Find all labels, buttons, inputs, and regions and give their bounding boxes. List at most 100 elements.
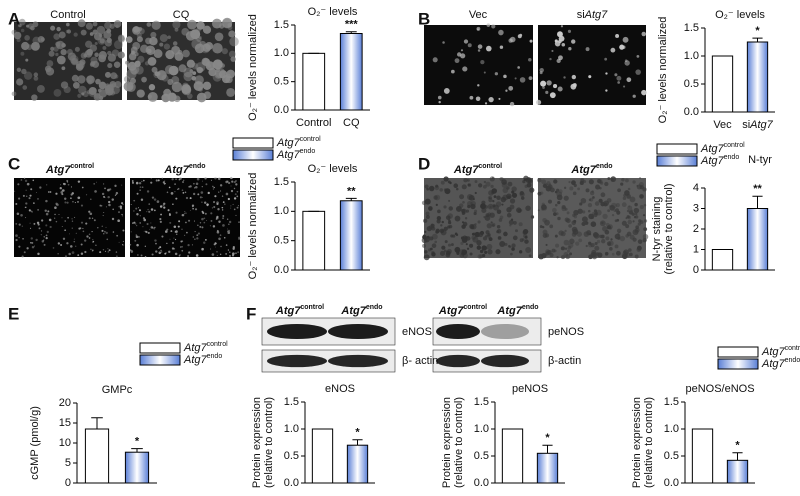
cell xyxy=(146,211,148,213)
cell xyxy=(50,46,55,51)
label-part: control xyxy=(300,136,321,143)
cell xyxy=(159,252,161,254)
cell xyxy=(205,238,207,241)
cell xyxy=(487,196,491,199)
cell xyxy=(192,207,194,210)
cell xyxy=(113,61,121,68)
cell xyxy=(424,198,431,205)
cell xyxy=(569,252,573,256)
cell xyxy=(173,247,176,250)
cell xyxy=(635,215,639,219)
cell xyxy=(144,245,146,247)
cell xyxy=(121,184,123,186)
cell xyxy=(25,189,27,191)
cell xyxy=(88,210,91,213)
cell xyxy=(125,60,129,65)
cell xyxy=(548,183,552,187)
cell xyxy=(604,251,609,256)
cell xyxy=(233,197,237,200)
cell xyxy=(26,182,30,186)
legend-label: Atg7control xyxy=(276,136,321,149)
cell xyxy=(153,198,157,201)
cell xyxy=(123,244,125,246)
cell xyxy=(477,84,480,87)
cell xyxy=(496,195,501,201)
chart-title: O₂⁻ levels xyxy=(715,9,765,21)
cell xyxy=(145,230,147,233)
cell xyxy=(163,202,166,205)
cell xyxy=(521,238,525,241)
cell xyxy=(227,249,230,251)
cell xyxy=(129,64,140,75)
cell xyxy=(214,176,217,180)
chart-title: GMPc xyxy=(102,384,133,396)
cell xyxy=(492,204,499,211)
chart-title: O₂⁻ levels xyxy=(308,6,358,18)
cell xyxy=(491,24,496,29)
cell xyxy=(89,32,94,36)
cell xyxy=(94,190,97,193)
cell xyxy=(549,92,556,99)
cell xyxy=(197,224,199,226)
cell xyxy=(433,195,438,200)
cell xyxy=(628,248,632,252)
cell xyxy=(118,211,121,214)
cell xyxy=(212,59,223,70)
cell xyxy=(104,21,112,30)
cell xyxy=(454,215,461,222)
cell xyxy=(218,220,221,223)
cell xyxy=(174,231,176,233)
cell xyxy=(56,203,59,207)
label-part: control xyxy=(478,163,502,170)
cell xyxy=(561,42,566,47)
cell xyxy=(604,181,609,187)
cell xyxy=(474,180,478,184)
cell xyxy=(605,72,608,75)
cell xyxy=(488,96,494,103)
cell xyxy=(439,250,446,257)
legend-swatch xyxy=(139,354,181,366)
image-label: CQ xyxy=(173,9,190,21)
cell xyxy=(115,255,118,258)
cell xyxy=(96,181,97,183)
cell xyxy=(103,30,112,39)
cell xyxy=(99,38,105,44)
cell xyxy=(555,243,560,248)
cell xyxy=(578,238,583,243)
y-tick-label: 1.5 xyxy=(284,396,299,408)
cell xyxy=(41,240,45,243)
cell xyxy=(159,217,162,221)
chart-title: N-tyr xyxy=(748,154,772,166)
cell xyxy=(114,184,117,187)
cell xyxy=(477,220,481,224)
cell xyxy=(621,202,627,208)
cell xyxy=(20,213,23,217)
cell xyxy=(70,197,72,200)
cell xyxy=(173,225,177,229)
y-tick-label: 0.0 xyxy=(684,106,699,118)
cell xyxy=(134,65,144,75)
cell xyxy=(431,243,437,248)
cell xyxy=(469,243,474,248)
cell xyxy=(567,245,572,250)
cell xyxy=(439,188,443,192)
cell xyxy=(501,203,504,206)
cell xyxy=(105,83,110,88)
cell xyxy=(122,229,125,232)
cell xyxy=(66,201,69,204)
cell xyxy=(520,196,525,200)
cell xyxy=(156,70,167,81)
cell xyxy=(572,191,577,196)
cell xyxy=(178,64,187,73)
cell xyxy=(168,186,171,189)
cell xyxy=(191,204,195,207)
cell xyxy=(224,203,226,205)
cell xyxy=(558,35,565,42)
cell xyxy=(634,227,640,233)
cell xyxy=(135,235,139,239)
cell xyxy=(115,191,119,195)
cell xyxy=(185,221,187,224)
cell xyxy=(605,236,610,241)
cell xyxy=(642,233,649,240)
cell xyxy=(641,31,646,37)
